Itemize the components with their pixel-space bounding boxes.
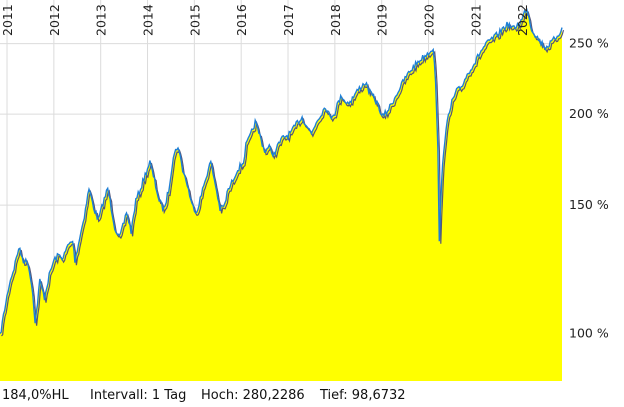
footer-hl: 184,0%HL bbox=[2, 388, 69, 403]
y-axis-percent-labels: 100 % 150 % 200 % 250 % bbox=[569, 36, 609, 341]
x-axis-year-labels: 2011 2012 2013 2014 2015 2016 2017 2018 2019 2020… bbox=[0, 4, 530, 36]
x-tick-label: 2015 bbox=[187, 4, 202, 36]
chart-footer: 184,0%HL Intervall: 1 Tag Hoch: 280,2286… bbox=[2, 388, 406, 403]
x-tick-label: 2016 bbox=[234, 4, 249, 36]
area-series bbox=[0, 10, 562, 381]
x-tick-label: 2011 bbox=[0, 4, 15, 36]
line-series bbox=[0, 8, 565, 337]
x-tick-label: 2019 bbox=[375, 4, 390, 36]
y-tick-label: 150 % bbox=[569, 197, 609, 212]
x-tick-label: 2014 bbox=[141, 4, 156, 36]
y-tick-label: 250 % bbox=[569, 36, 609, 51]
area-fill bbox=[0, 10, 562, 381]
footer-low: Tief: 98,6732 bbox=[319, 388, 406, 403]
x-tick-label: 2017 bbox=[281, 4, 296, 36]
x-tick-label: 2021 bbox=[468, 4, 483, 36]
series-line bbox=[0, 8, 563, 334]
x-tick-label: 2022 bbox=[515, 4, 530, 36]
x-tick-label: 2018 bbox=[328, 4, 343, 36]
footer-interval: Intervall: 1 Tag bbox=[90, 388, 186, 403]
y-tick-label: 200 % bbox=[569, 106, 609, 121]
footer-high: Hoch: 280,2286 bbox=[201, 388, 305, 403]
x-tick-label: 2013 bbox=[94, 4, 109, 36]
y-tick-label: 100 % bbox=[569, 325, 609, 340]
x-tick-label: 2012 bbox=[47, 4, 62, 36]
x-tick-label: 2020 bbox=[422, 4, 437, 36]
